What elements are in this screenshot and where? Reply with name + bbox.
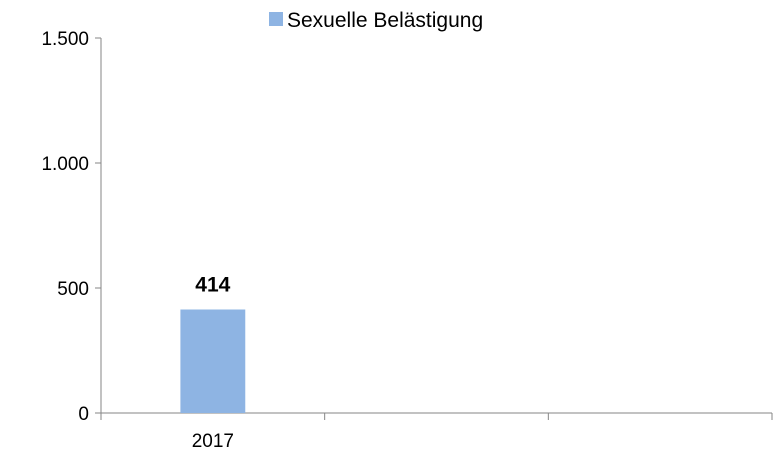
legend: Sexuelle Belästigung bbox=[269, 9, 483, 32]
x-tick-label: 2017 bbox=[192, 431, 234, 452]
bars bbox=[180, 309, 246, 413]
data-labels: 414 bbox=[195, 274, 230, 297]
y-axis: 0 500 1.000 1.500 bbox=[41, 29, 102, 425]
data-label: 414 bbox=[195, 274, 230, 297]
legend-label: Sexuelle Belästigung bbox=[287, 9, 483, 32]
y-tick-label: 500 bbox=[57, 279, 89, 300]
y-tick-label: 0 bbox=[78, 404, 89, 425]
x-axis: 2017 bbox=[100, 412, 773, 452]
y-tick-label: 1.000 bbox=[41, 154, 89, 175]
bar bbox=[180, 309, 246, 413]
legend-swatch bbox=[269, 12, 283, 26]
y-tick-label: 1.500 bbox=[41, 29, 89, 50]
